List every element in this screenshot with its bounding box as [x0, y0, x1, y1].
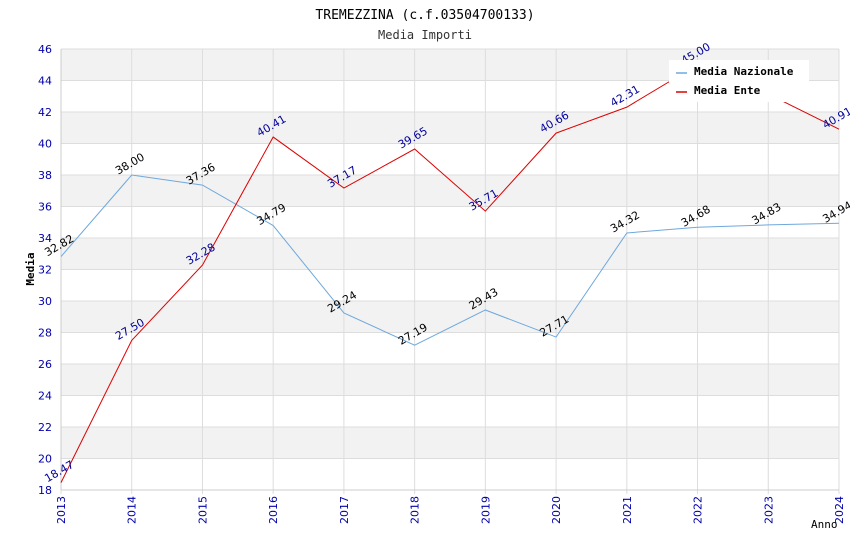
- x-tick-label: 2023: [762, 496, 775, 524]
- legend-label-media-ente: Media Ente: [694, 84, 761, 97]
- x-tick-label: 2018: [409, 496, 422, 524]
- x-tick-label: 2017: [338, 496, 351, 524]
- y-axis-title: Media: [24, 252, 37, 285]
- y-tick-label: 26: [38, 358, 52, 371]
- y-axis-ticks: 18 20 22 24 26 28 30 32 34 36 38 40 42 44 46: [38, 43, 52, 497]
- legend-label-media-nazionale: Media Nazionale: [694, 65, 794, 78]
- x-tick-label: 2013: [55, 496, 68, 524]
- y-tick-label: 22: [38, 421, 52, 434]
- x-tick-label: 2016: [267, 496, 280, 524]
- y-tick-label: 40: [38, 138, 52, 151]
- grid-band: [61, 112, 839, 144]
- y-tick-label: 34: [38, 232, 52, 245]
- x-tick-label: 2024: [833, 496, 846, 524]
- grid-band: [61, 238, 839, 270]
- y-tick-label: 18: [38, 484, 52, 497]
- chart-title: TREMEZZINA (c.f.03504700133): [315, 8, 534, 23]
- series-line-media-nazionale: [60, 174, 840, 346]
- x-axis-ticks: 2013 2014 2015 2016 2017 2018 2019 2020 2021 2022…: [55, 496, 846, 524]
- x-tick-label: 2019: [479, 496, 492, 524]
- axes: [60, 49, 839, 491]
- x-tick-label: 2020: [550, 496, 563, 524]
- grid-band: [61, 364, 839, 396]
- x-tick-label: 2021: [621, 496, 634, 524]
- y-tick-label: 20: [38, 453, 52, 466]
- grid-band: [61, 427, 839, 459]
- chart-subtitle: Media Importi: [378, 28, 472, 42]
- y-tick-label: 44: [38, 75, 52, 88]
- grid-bands: [61, 49, 839, 459]
- x-tick-label: 2014: [126, 496, 139, 524]
- data-label-media-nazionale: 34.32: [608, 208, 642, 235]
- y-tick-label: 30: [38, 295, 52, 308]
- x-tick-label: 2022: [692, 496, 705, 524]
- y-tick-label: 32: [38, 264, 52, 277]
- x-axis-title: Anno: [811, 518, 838, 531]
- data-label-media-nazionale: 38.00: [113, 150, 147, 177]
- data-label-media-ente: 42.31: [608, 83, 642, 110]
- y-tick-label: 36: [38, 201, 52, 214]
- y-tick-label: 42: [38, 106, 52, 119]
- legend: Media Nazionale Media Ente: [669, 60, 809, 102]
- legend-box: [669, 60, 809, 102]
- x-tick-label: 2015: [196, 496, 209, 524]
- y-tick-label: 24: [38, 390, 52, 403]
- y-tick-label: 46: [38, 43, 52, 56]
- y-tick-label: 28: [38, 327, 52, 340]
- y-tick-label: 38: [38, 169, 52, 182]
